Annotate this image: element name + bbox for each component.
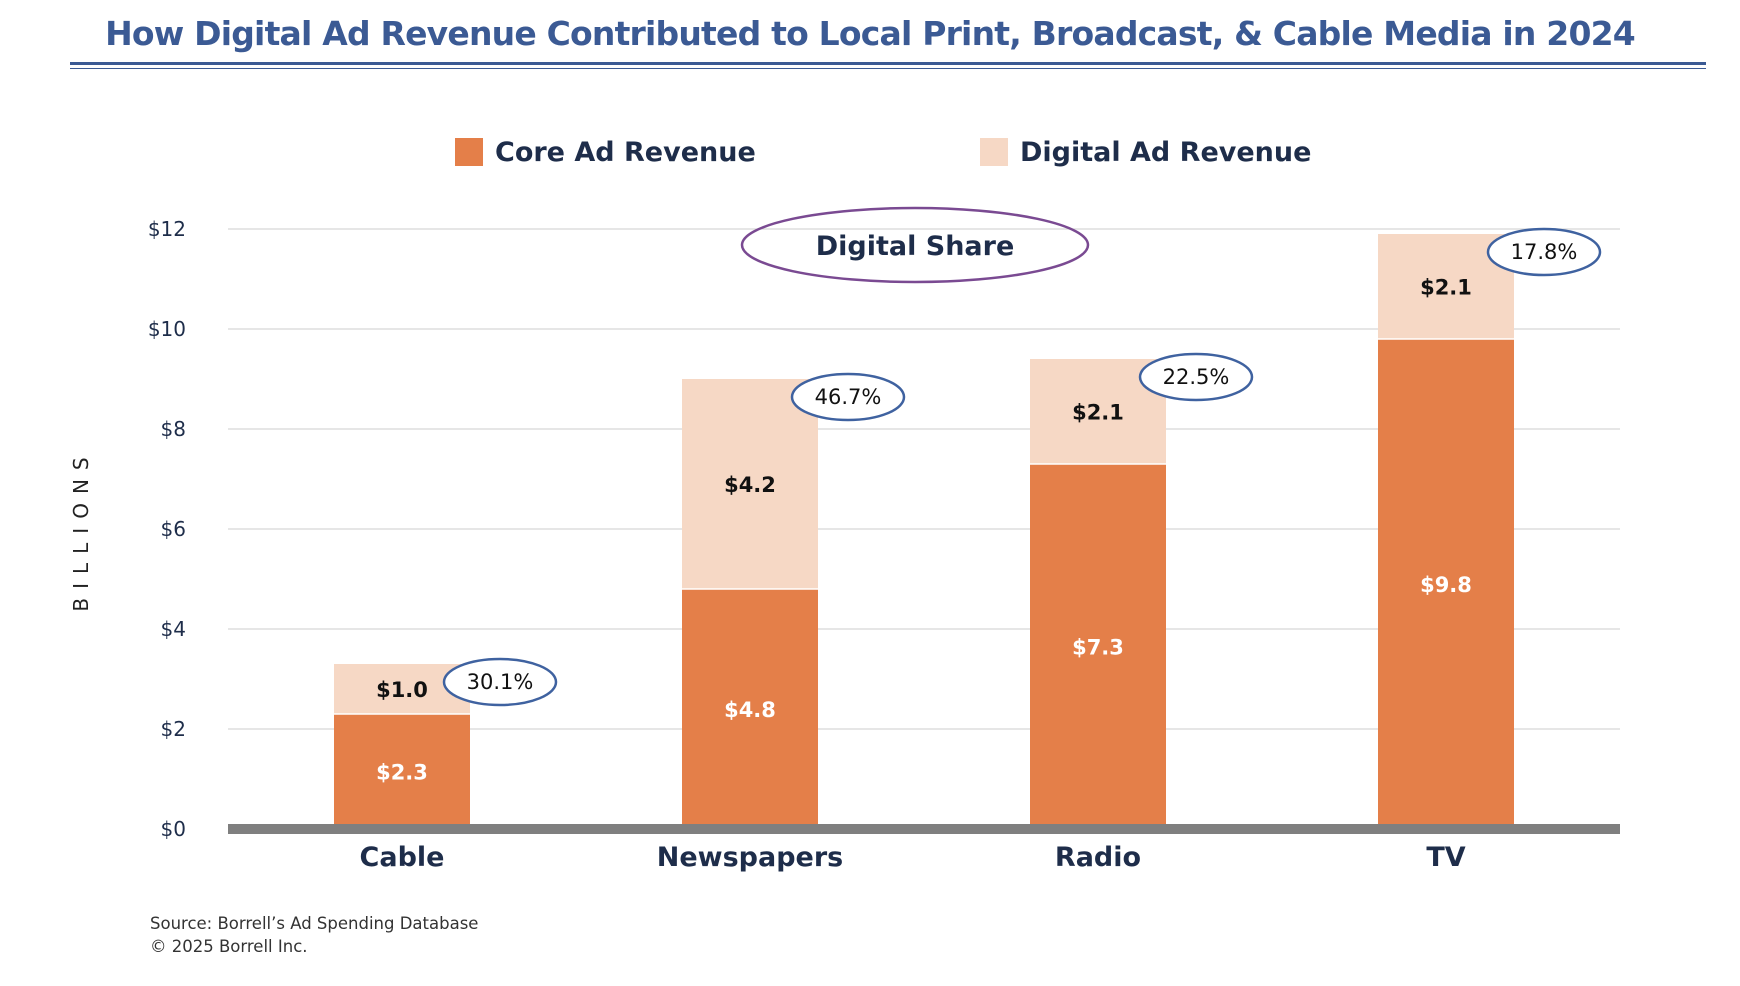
y-tick-label: $10 [148,317,186,341]
digital-share-badge [790,372,906,422]
y-axis-label: BILLIONS [69,448,93,611]
legend-item-digital: Digital Ad Revenue [980,132,1311,172]
x-category-label: Cable [360,842,445,873]
bar-digital-value-label: $2.1 [1072,401,1124,425]
copyright-text: © 2025 Borrell Inc. [150,937,308,956]
legend-item-core: Core Ad Revenue [455,132,756,172]
bar-core-value-label: $2.3 [376,761,428,785]
source-text: Source: Borrell’s Ad Spending Database [150,914,479,933]
bar-digital-value-label: $4.2 [724,473,776,497]
bar-core [682,589,818,829]
axis-baseline [228,824,1620,834]
callout-label: Digital Share [816,231,1015,262]
digital-share-badge [1486,227,1602,277]
x-category-label: Newspapers [657,842,844,873]
digital-share-label: 22.5% [1163,365,1230,389]
legend-label-digital: Digital Ad Revenue [1020,136,1312,168]
digital-share-label: 17.8% [1511,240,1578,264]
y-tick-label: $0 [161,817,186,841]
y-tick-label: $2 [161,717,186,741]
bar-digital [682,379,818,589]
bar-core-value-label: $9.8 [1420,573,1472,597]
bar-digital-value-label: $1.0 [376,678,428,702]
legend-swatch-digital [980,138,1008,166]
y-tick-label: $4 [161,617,186,641]
digital-share-label: 46.7% [815,385,882,409]
x-category-label: Radio [1055,842,1141,873]
callout-ellipse [740,206,1090,284]
legend-label-core: Core Ad Revenue [495,136,756,168]
legend-swatch-core [455,138,483,166]
bar-digital-value-label: $2.1 [1420,276,1472,300]
bar-core [334,714,470,829]
bar-core [1030,464,1166,829]
y-tick-label: $6 [161,517,186,541]
bar-core-value-label: $4.8 [724,698,776,722]
page-title: How Digital Ad Revenue Contributed to Lo… [105,14,1636,53]
digital-share-badge [442,657,558,707]
y-tick-label: $12 [148,217,186,241]
y-tick-label: $8 [161,417,186,441]
source-note: Source: Borrell’s Ad Spending Database ©… [150,912,478,958]
title-rule-thin [70,68,1706,69]
bar-core-value-label: $7.3 [1072,636,1124,660]
digital-share-badge [1138,352,1254,402]
bar-core [1378,339,1514,829]
title-rule [70,62,1706,65]
digital-share-label: 30.1% [467,670,534,694]
x-category-label: TV [1426,842,1465,873]
